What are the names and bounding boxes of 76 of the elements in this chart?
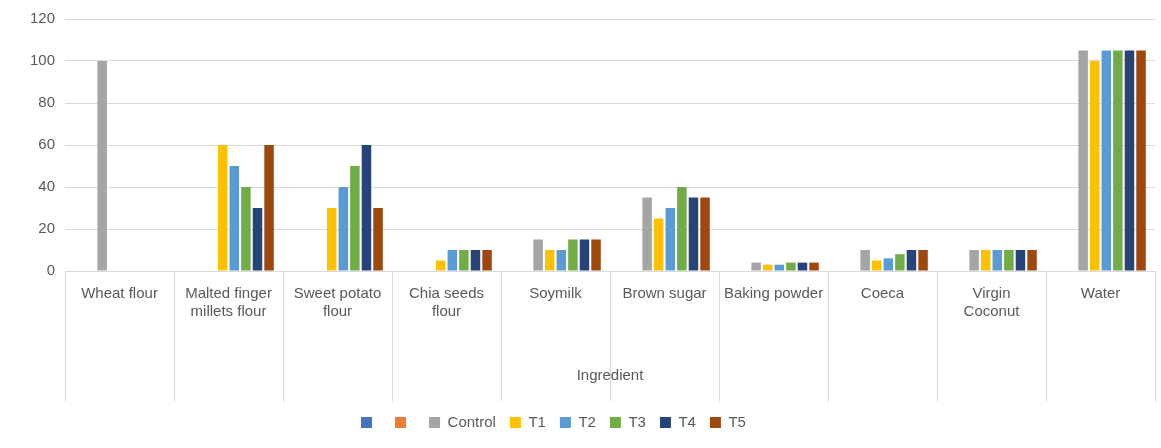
bar [642,197,652,271]
bar [871,260,882,271]
bar [1136,50,1146,271]
bar [556,250,567,271]
legend-label: T3 [628,412,646,430]
bar [470,250,481,271]
bar [252,208,263,271]
bar [447,250,458,271]
legend-label: T5 [728,412,746,430]
bar [762,264,773,271]
bar [809,262,819,271]
bar [533,239,543,271]
bar [326,208,337,271]
bar [264,145,274,271]
x-tick-label: Soymilk [529,284,583,302]
x-tick-label: Baking powder [723,284,824,302]
bar [906,250,917,271]
bar [653,218,664,271]
bar [786,262,796,271]
bar [459,250,469,271]
bar [435,260,446,271]
y-tick-label: 100 [30,51,56,69]
bar [229,166,240,271]
y-tick-label: 120 [30,9,56,27]
x-tick-label: Sweet potato flour [293,284,382,320]
bar [591,239,601,271]
x-tick-label: Coeca [860,284,905,302]
bar [97,61,107,271]
y-tick-label: 80 [38,93,56,111]
bar [1027,250,1037,271]
x-tick-label: Wheat flour [81,284,158,302]
y-tick-label: 20 [38,219,56,237]
bar [350,166,360,271]
bar [1089,61,1100,271]
y-tick-label: 0 [46,261,56,279]
bar [361,145,372,271]
bar [1124,50,1135,271]
bar [700,197,710,271]
bar [579,239,590,271]
bar [665,208,676,271]
bar [373,208,383,271]
x-tick-label: Brown sugar [622,284,707,302]
legend-label: T2 [578,412,596,430]
bar [568,239,578,271]
y-tick-label: 40 [38,177,56,195]
x-tick-label: Chia seeds flour [408,284,485,320]
bar [918,250,928,271]
bar [677,187,687,271]
x-tick-label: Virgin Coconut [963,284,1021,320]
bar [1004,250,1014,271]
bar [1113,50,1123,271]
bar [883,258,894,271]
bar [688,197,699,271]
bar [751,262,761,271]
bar [797,262,808,271]
bar [860,250,870,271]
legend-label: T1 [528,412,546,430]
x-tick-label: Malted finger millets flour [185,284,272,320]
x-axis-title: Ingredient [576,366,645,384]
bar [241,187,251,271]
legend-label: T4 [678,412,696,430]
x-tick-label: Water [1080,284,1121,302]
bar [544,250,555,271]
y-tick-label: 60 [38,135,56,153]
bar [1015,250,1026,271]
bar [774,264,785,271]
bar [992,250,1003,271]
bar [969,250,979,271]
bar [1101,50,1112,271]
bar [482,250,492,271]
legend-label: Control [447,412,496,430]
bar [980,250,991,271]
bar [217,145,228,271]
bar [895,254,905,271]
bar [1078,50,1088,271]
bar [338,187,349,271]
